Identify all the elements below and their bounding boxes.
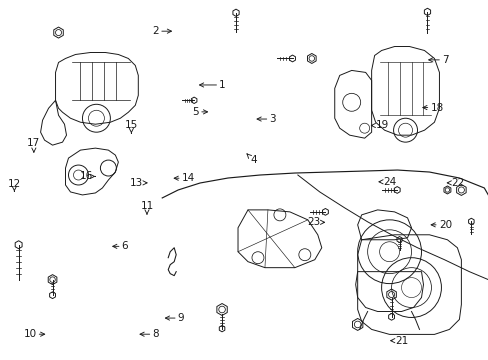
Text: 6: 6 — [113, 241, 128, 251]
Text: 18: 18 — [422, 103, 443, 113]
Text: 20: 20 — [430, 220, 451, 230]
Text: 11: 11 — [140, 201, 153, 214]
Text: 19: 19 — [370, 121, 388, 130]
Text: 13: 13 — [129, 178, 147, 188]
Text: 15: 15 — [124, 121, 138, 133]
Text: 23: 23 — [306, 217, 324, 227]
Text: 7: 7 — [428, 55, 448, 65]
Text: 8: 8 — [140, 329, 159, 339]
Text: 22: 22 — [447, 178, 464, 188]
Text: 1: 1 — [199, 80, 225, 90]
Text: 5: 5 — [192, 107, 207, 117]
Text: 21: 21 — [390, 336, 407, 346]
Text: 17: 17 — [27, 139, 41, 152]
Text: 16: 16 — [79, 171, 95, 181]
Text: 12: 12 — [8, 179, 21, 192]
Text: 24: 24 — [378, 177, 396, 187]
Text: 10: 10 — [23, 329, 44, 339]
Text: 4: 4 — [246, 154, 256, 165]
Text: 14: 14 — [174, 173, 195, 183]
Text: 9: 9 — [165, 313, 184, 323]
Text: 2: 2 — [152, 26, 171, 36]
Text: 3: 3 — [257, 114, 276, 124]
